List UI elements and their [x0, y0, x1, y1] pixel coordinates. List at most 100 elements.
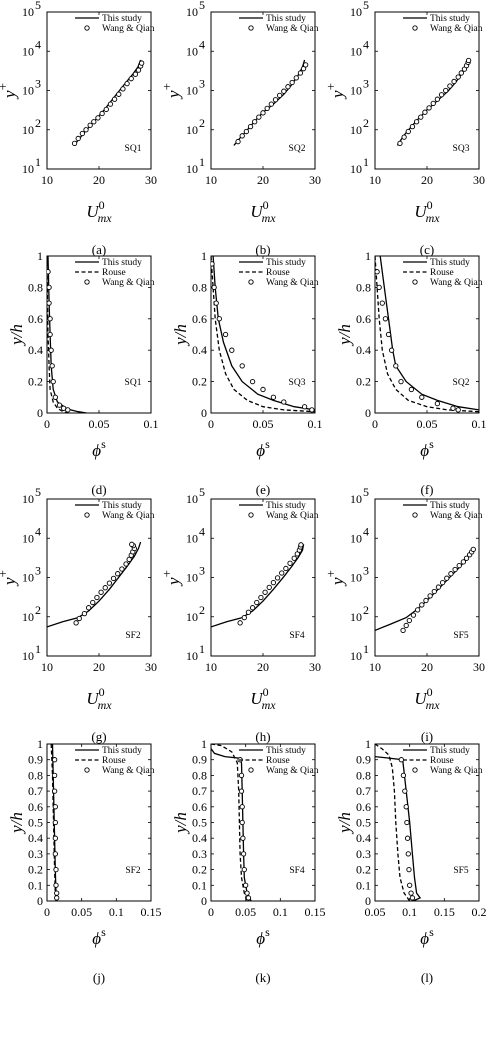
y-tick-label: 0.4 — [28, 831, 43, 845]
data-point-circle — [51, 788, 58, 794]
chart-e: 0 0.05 0.1 0 0.2 0.4 0.6 0.8 1 ϕs y/h This studyRou… — [171, 249, 323, 497]
data-point-circle — [99, 110, 105, 117]
data-point-circle — [419, 602, 425, 608]
series-group — [211, 542, 305, 628]
y-tick-exponent: 3 — [35, 77, 41, 91]
data-point-circle — [75, 135, 81, 142]
data-point-circle — [443, 87, 449, 94]
x-axis-label: ϕs — [92, 437, 106, 460]
series-group — [375, 256, 479, 413]
chart-l: 0.05 0.1 0.15 0.200.10.20.30.40.50.60.70.80… — [335, 737, 487, 985]
y-tick-label: 1 — [201, 737, 207, 751]
y-tick-label: 0.2 — [356, 863, 371, 877]
data-point-circle — [297, 70, 304, 76]
data-point-circle — [103, 106, 109, 113]
data-point-circle — [111, 96, 118, 102]
y-tick-label: 0.4 — [192, 343, 207, 357]
data-point-circle — [262, 589, 268, 595]
data-point-circle — [435, 584, 442, 590]
panel-caption: (d) — [91, 482, 106, 497]
data-point-circle — [107, 101, 114, 107]
y-tick-label: 0.4 — [192, 831, 207, 845]
data-point-circle — [245, 609, 252, 615]
data-point-circle — [115, 571, 121, 577]
data-point-circle — [244, 890, 250, 896]
data-point-circle — [256, 114, 262, 120]
y-tick-exponent: 2 — [199, 116, 205, 130]
panel-annotation: SF2 — [125, 631, 141, 641]
data-point-circle — [56, 402, 63, 408]
y-tick-label: 0 — [37, 406, 43, 420]
y-tick-exponent: 2 — [35, 116, 41, 130]
data-point-circle — [398, 378, 404, 385]
data-point-circle — [47, 316, 53, 322]
legend-entry: This study — [102, 14, 142, 24]
panel-annotation: SF4 — [289, 631, 305, 641]
data-point-circle — [138, 60, 145, 66]
chart-j: 0 0.05 0.1 0.1500.10.20.30.40.50.60.70.80.9… — [7, 737, 162, 985]
y-tick-exponent: 4 — [35, 524, 41, 538]
y-tick-label: 0.7 — [192, 784, 207, 798]
y-tick-label: 0.6 — [192, 800, 207, 814]
y-axis-label: y/h — [171, 812, 190, 835]
y-tick-label: 10 — [22, 123, 34, 137]
data-point-circle — [110, 575, 117, 582]
y-tick-exponent: 3 — [363, 564, 369, 578]
y-tick-label: 0 — [201, 406, 207, 420]
data-point-circle — [414, 607, 421, 613]
legend-entry: This study — [430, 746, 470, 756]
y-tick-exponent: 5 — [363, 0, 369, 12]
data-point-circle — [132, 71, 139, 77]
data-point-circle — [385, 331, 392, 338]
y-tick-label: 10 — [22, 84, 34, 98]
y-tick-label: 10 — [186, 531, 198, 545]
data-point-circle — [388, 347, 395, 353]
data-point-circle — [239, 363, 245, 369]
data-point-circle — [249, 378, 256, 385]
data-point-circle — [281, 399, 287, 405]
data-point-circle — [274, 575, 281, 581]
panel-caption: (e) — [256, 482, 270, 497]
legend-entry: Rouse — [430, 268, 454, 278]
y-tick-label: 10 — [350, 84, 362, 98]
panel-caption: (i) — [421, 729, 433, 744]
data-point-circle — [252, 119, 258, 125]
data-point-circle — [403, 804, 409, 810]
legend-marker — [84, 767, 90, 773]
data-point-circle — [238, 788, 245, 794]
y-tick-label: 0 — [365, 406, 371, 420]
legend-marker — [412, 25, 418, 31]
data-point-circle — [430, 100, 436, 107]
data-point-circle — [455, 407, 461, 413]
data-point-circle — [422, 109, 428, 115]
series-line-dashed — [211, 744, 248, 901]
data-point-circle — [285, 84, 291, 90]
data-point-circle — [398, 757, 404, 763]
series-group — [50, 744, 60, 901]
data-point-circle — [124, 80, 130, 87]
legend-entry: Wang & Qian — [266, 766, 319, 776]
data-point-circle — [401, 134, 407, 140]
legend-entry: Wang & Qian — [430, 766, 483, 776]
panel-annotation: SQ3 — [289, 378, 306, 388]
panel-caption: (b) — [255, 242, 270, 257]
data-point-circle — [260, 386, 266, 393]
y-tick-label: 0.8 — [28, 280, 43, 294]
x-tick-label: 0.2 — [472, 905, 487, 919]
data-point-circle — [243, 128, 250, 135]
x-tick-label: 10 — [205, 173, 217, 187]
data-point-circle — [52, 394, 58, 400]
data-point-circle — [91, 119, 97, 125]
x-tick-label: 0 — [208, 417, 214, 431]
data-point-circle — [266, 584, 272, 591]
data-point-circle — [460, 559, 467, 565]
legend-marker — [84, 25, 90, 31]
x-tick-label: 0.15 — [434, 905, 455, 919]
y-tick-exponent: 3 — [363, 77, 369, 91]
y-tick-label: 0.6 — [28, 312, 43, 326]
y-tick-label: 0.8 — [28, 768, 43, 782]
y-tick-exponent: 3 — [35, 564, 41, 578]
